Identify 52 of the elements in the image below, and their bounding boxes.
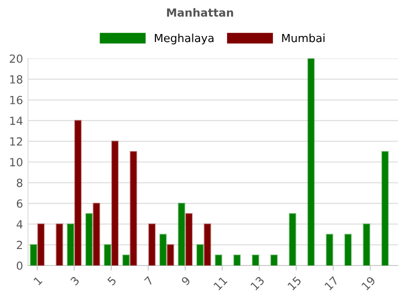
- bar: [166, 244, 174, 266]
- y-tick-label: 18: [10, 75, 22, 84]
- x-tick-label: 15: [287, 276, 302, 290]
- bar: [66, 223, 74, 266]
- bar: [92, 202, 100, 266]
- y-tick-label: 6: [16, 199, 22, 208]
- bar: [74, 120, 82, 266]
- y-tick-label: 10: [10, 158, 22, 166]
- y-tick-label: 2: [16, 240, 22, 250]
- legend-label: Meghalaya: [154, 34, 214, 44]
- x-tick-label: 11: [213, 276, 228, 290]
- bar: [159, 234, 167, 266]
- bar: [288, 213, 296, 266]
- y-tick-label: 14: [10, 116, 23, 125]
- x-tick-label: 3: [70, 276, 80, 286]
- x-tick-label: 13: [250, 276, 265, 290]
- bar: [307, 58, 315, 266]
- y-tick-label: 20: [10, 54, 22, 63]
- bar: [37, 223, 45, 266]
- x-tick-label: 5: [107, 276, 117, 286]
- bar: [111, 140, 119, 266]
- x-tick-label: 1: [33, 276, 42, 286]
- bar: [344, 234, 352, 266]
- y-tick-label: 4: [16, 220, 23, 228]
- bar: [148, 223, 156, 266]
- bar: [196, 244, 204, 266]
- bar: [326, 234, 334, 266]
- x-tick-label: 19: [361, 276, 376, 290]
- bar: [30, 244, 38, 266]
- legend-label: Mumbai: [282, 34, 324, 42]
- y-tick-label: 0: [16, 261, 22, 270]
- bar: [252, 254, 260, 266]
- bar: [130, 150, 138, 266]
- y-tick-label: 8: [16, 178, 22, 188]
- bar: [204, 223, 212, 266]
- x-tick-label: 7: [144, 276, 154, 286]
- bar: [122, 254, 130, 266]
- x-tick-label: 17: [324, 276, 339, 290]
- bar: [362, 223, 370, 266]
- bar: [270, 254, 278, 266]
- chart-title: Manhattan: [167, 8, 234, 17]
- bar: [85, 213, 93, 266]
- y-tick-label: 16: [10, 96, 22, 104]
- y-tick-label: 12: [10, 137, 22, 146]
- bar: [381, 150, 389, 266]
- x-tick-label: 9: [180, 276, 191, 286]
- bar: [214, 254, 222, 266]
- bar: [56, 223, 64, 266]
- bar: [178, 202, 186, 266]
- bar: [233, 254, 241, 266]
- bar: [185, 213, 193, 266]
- bar: [104, 244, 112, 266]
